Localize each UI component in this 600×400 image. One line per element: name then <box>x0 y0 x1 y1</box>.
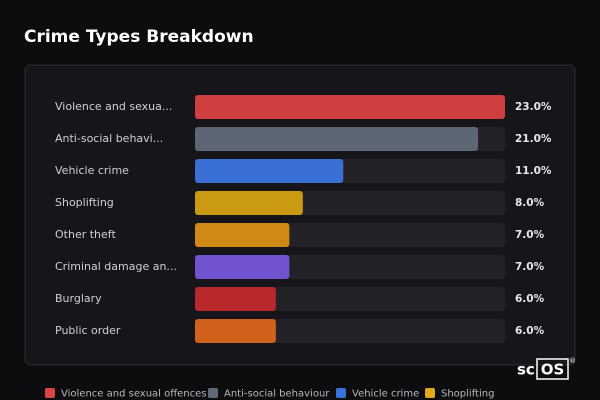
bar <box>195 95 505 119</box>
value-label: 7.0% <box>515 261 545 273</box>
legend-swatch <box>208 388 218 398</box>
bar <box>195 191 303 215</box>
category-label: Vehicle crime <box>55 164 129 177</box>
logo-prefix: sc <box>517 361 535 379</box>
legend-label: Shoplifting <box>441 389 494 400</box>
category-label: Burglary <box>55 292 102 305</box>
legend-swatch <box>425 388 435 398</box>
category-label: Shoplifting <box>55 196 114 209</box>
bar <box>195 159 344 183</box>
legend-label: Violence and sexual offences <box>61 389 207 400</box>
bar <box>195 255 290 279</box>
legend-label: Anti-social behaviour <box>224 389 330 400</box>
category-label: Public order <box>55 324 121 337</box>
category-label: Criminal damage an... <box>55 260 177 273</box>
value-label: 23.0% <box>515 101 552 113</box>
category-label: Anti-social behavi... <box>55 132 163 145</box>
chart-title: Crime Types Breakdown <box>24 27 254 47</box>
value-label: 6.0% <box>515 293 545 305</box>
legend-swatch <box>45 388 55 398</box>
category-label: Violence and sexua... <box>55 100 172 113</box>
bar <box>195 287 276 311</box>
logo-box <box>536 358 569 380</box>
value-label: 21.0% <box>515 133 552 145</box>
bar <box>195 319 276 343</box>
category-label: Other theft <box>55 228 116 241</box>
legend-label: Vehicle crime <box>352 389 419 400</box>
value-label: 7.0% <box>515 229 545 241</box>
value-label: 8.0% <box>515 197 545 209</box>
legend-swatch <box>336 388 346 398</box>
value-label: 6.0% <box>515 325 545 337</box>
logo-boxed: OS <box>541 361 565 379</box>
bar <box>195 223 290 247</box>
value-label: 11.0% <box>515 165 552 177</box>
bar <box>195 127 479 151</box>
logo-mark: ® <box>569 357 576 365</box>
